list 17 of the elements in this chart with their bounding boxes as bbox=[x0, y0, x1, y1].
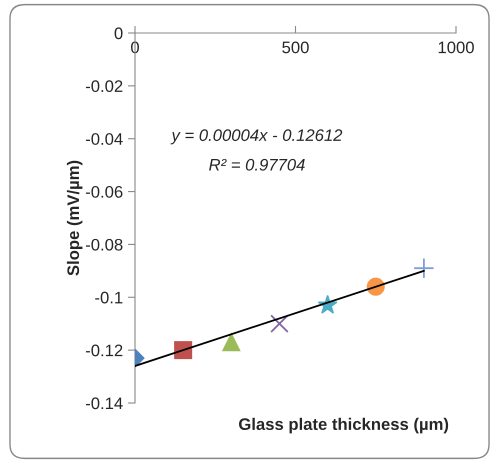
x-axis-title: Glass plate thickness (µm) bbox=[239, 418, 448, 434]
y-tick-label: -0.04 bbox=[86, 133, 123, 145]
y-tick-label: -0.02 bbox=[86, 80, 122, 92]
y-tick-label: -0.08 bbox=[86, 238, 122, 251]
y-tick-label: -0.14 bbox=[86, 397, 123, 410]
point bbox=[270, 314, 289, 333]
y-tick-label: 0 bbox=[114, 27, 123, 40]
y-tick-label: -0.1 bbox=[95, 292, 122, 304]
point bbox=[222, 333, 240, 352]
y-axis-title: Slope (mV/µm) bbox=[66, 160, 82, 276]
annotation: y = 0.00004x - 0.12612 bbox=[170, 129, 342, 144]
x-tick-label: 500 bbox=[282, 42, 309, 54]
y-tick-label: -0.12 bbox=[86, 344, 122, 356]
x-tick-label: 1000 bbox=[438, 42, 474, 54]
point bbox=[413, 258, 435, 279]
y-tick-label: -0.06 bbox=[86, 186, 122, 198]
annotation: R² = 0.97704 bbox=[209, 158, 305, 171]
